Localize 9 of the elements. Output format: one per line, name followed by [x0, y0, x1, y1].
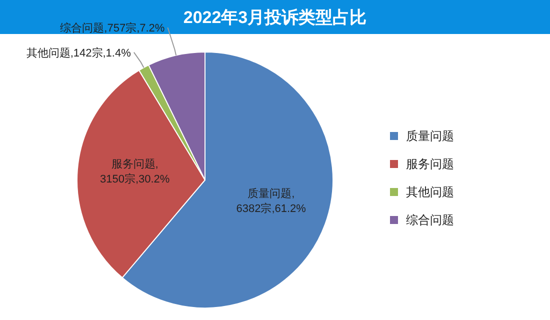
- data-label: 质量问题, 6382宗,61.2%: [236, 187, 306, 216]
- chart-title: 2022年3月投诉类型占比: [183, 8, 367, 27]
- legend-label: 综合问题: [406, 213, 454, 227]
- legend-label: 质量问题: [406, 129, 454, 143]
- data-label: 服务问题, 3150宗,30.2%: [100, 158, 170, 186]
- legend-label: 服务问题: [406, 157, 454, 171]
- data-label: 综合问题,757宗,7.2%: [60, 21, 165, 34]
- data-label: 其他问题,142宗,1.4%: [26, 46, 132, 60]
- legend-label: 其他问题: [406, 185, 454, 199]
